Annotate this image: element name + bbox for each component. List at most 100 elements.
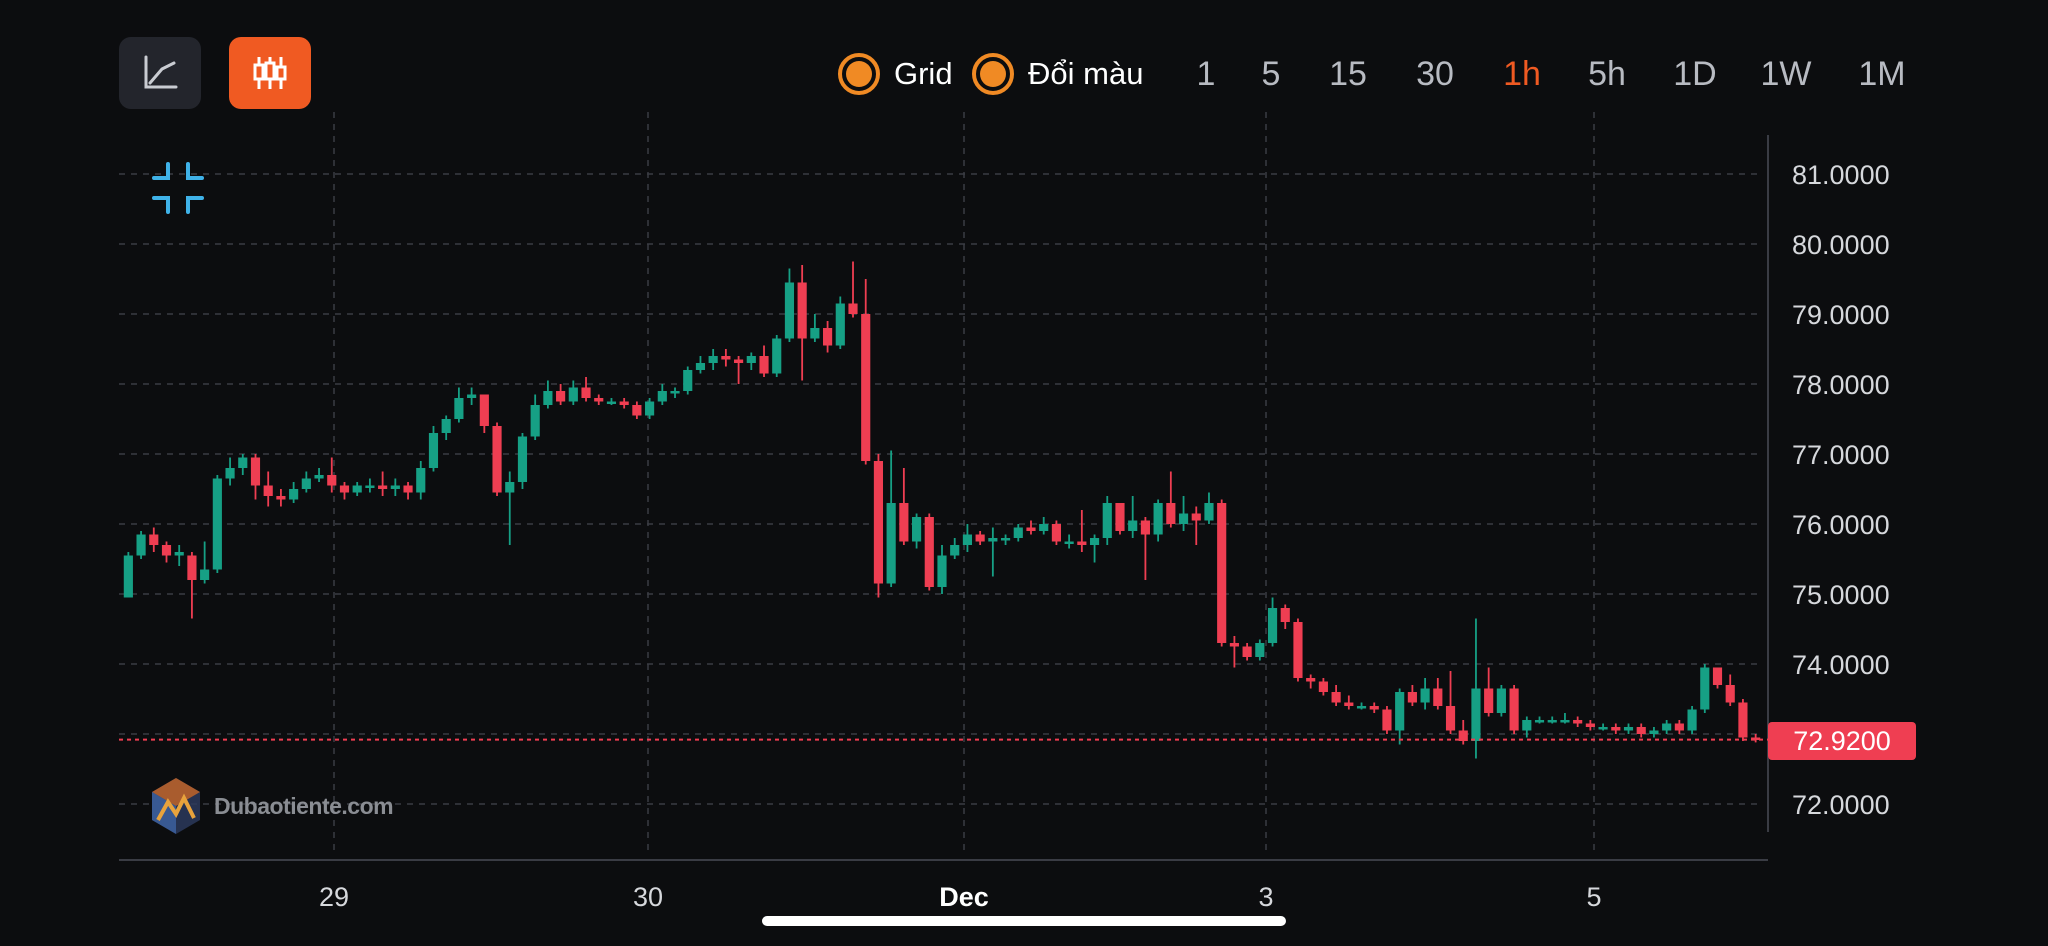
candle <box>441 415 451 440</box>
color-toggle[interactable]: Đổi màu <box>972 50 1143 98</box>
timeframe-5h[interactable]: 5h <box>1588 55 1626 93</box>
candle <box>734 356 744 384</box>
candle <box>1267 597 1278 647</box>
candle <box>1293 618 1303 682</box>
candle-body <box>1128 520 1138 531</box>
candle-body <box>1331 692 1341 703</box>
candle <box>327 457 337 493</box>
candle <box>1217 499 1227 647</box>
candle-body <box>289 489 299 500</box>
candle <box>695 356 706 374</box>
candle <box>263 471 273 507</box>
candle-body <box>835 303 845 346</box>
timeframe-1d[interactable]: 1D <box>1673 55 1717 93</box>
candle-body <box>911 517 922 542</box>
candle <box>174 545 184 566</box>
candle <box>416 461 426 500</box>
candle <box>1547 716 1557 724</box>
candle <box>390 478 400 496</box>
candle-body <box>1140 520 1150 535</box>
collapse-icon[interactable] <box>150 160 206 216</box>
candle <box>467 387 477 405</box>
candle-body <box>1064 541 1074 544</box>
candle-body <box>1547 720 1557 723</box>
candle-body <box>619 401 629 405</box>
candle-body <box>556 391 566 402</box>
candle-body <box>314 475 324 479</box>
candle <box>149 527 159 552</box>
candle <box>403 482 413 500</box>
candle-body <box>390 485 400 489</box>
grid-toggle[interactable]: Grid <box>838 50 953 98</box>
candle-body <box>1077 541 1087 545</box>
candle-body <box>759 356 769 374</box>
candle-body <box>645 401 655 416</box>
candle <box>1077 510 1087 552</box>
candle <box>1560 713 1570 724</box>
candle-body <box>848 303 858 314</box>
candle <box>1229 636 1239 668</box>
candle <box>937 545 947 594</box>
candle-body <box>276 496 286 500</box>
candle <box>873 454 884 598</box>
x-tick-label: 5 <box>1586 882 1601 912</box>
timeframe-1m[interactable]: 1M <box>1858 55 1906 93</box>
candle-body <box>581 387 591 398</box>
y-tick-label: 76.0000 <box>1792 510 1890 540</box>
candle <box>1445 671 1456 734</box>
candle <box>568 380 578 405</box>
candle-body <box>250 457 261 486</box>
candle <box>1573 716 1583 727</box>
timeframe-30[interactable]: 30 <box>1416 55 1454 93</box>
candle-body <box>123 555 133 598</box>
candle <box>861 279 871 465</box>
candle-body <box>734 359 744 363</box>
candle <box>1331 685 1341 706</box>
candle-body <box>1751 737 1761 740</box>
timeframe-1h[interactable]: 1h <box>1503 55 1541 93</box>
candle-body <box>1636 727 1646 734</box>
candle <box>1026 520 1036 535</box>
candlestick-mode-button[interactable] <box>229 37 311 109</box>
candle <box>1369 702 1379 713</box>
candle-body <box>823 328 833 346</box>
timeframe-1[interactable]: 1 <box>1196 55 1216 93</box>
candle <box>1484 667 1494 717</box>
candle-body <box>212 478 222 570</box>
candle <box>378 471 388 496</box>
candle <box>454 387 464 423</box>
candle-body <box>810 328 820 339</box>
candle <box>1458 720 1468 745</box>
candle-body <box>950 545 960 556</box>
candle <box>746 352 756 370</box>
candle-body <box>1458 730 1468 741</box>
timeframe-5[interactable]: 5 <box>1261 55 1281 93</box>
candle-body <box>1662 723 1672 731</box>
candle-body <box>530 405 540 437</box>
y-tick-label: 72.0000 <box>1792 790 1890 820</box>
home-indicator[interactable] <box>762 916 1286 926</box>
candle-body <box>861 314 871 461</box>
grid-toggle-label: Grid <box>894 56 953 91</box>
candle <box>530 394 540 440</box>
x-axis-labels: 29 30 Dec 3 5 <box>319 882 1602 912</box>
timeframe-15[interactable]: 15 <box>1329 55 1367 93</box>
candle-body <box>1153 503 1163 535</box>
candle-body <box>378 485 388 489</box>
x-tick-label: 3 <box>1258 882 1273 912</box>
candle <box>1115 503 1125 535</box>
timeframe-1w[interactable]: 1W <box>1760 55 1812 93</box>
candle-body <box>492 426 502 493</box>
candle <box>1649 727 1659 738</box>
candle-body <box>1306 678 1316 682</box>
candle <box>1280 604 1290 629</box>
candle <box>556 384 566 405</box>
candle <box>1153 499 1163 542</box>
candle <box>1128 496 1138 538</box>
line-chart-mode-button[interactable] <box>119 37 201 109</box>
candle <box>1623 723 1634 734</box>
candle <box>606 398 617 405</box>
candle-body <box>136 534 146 556</box>
candle <box>1433 678 1443 710</box>
